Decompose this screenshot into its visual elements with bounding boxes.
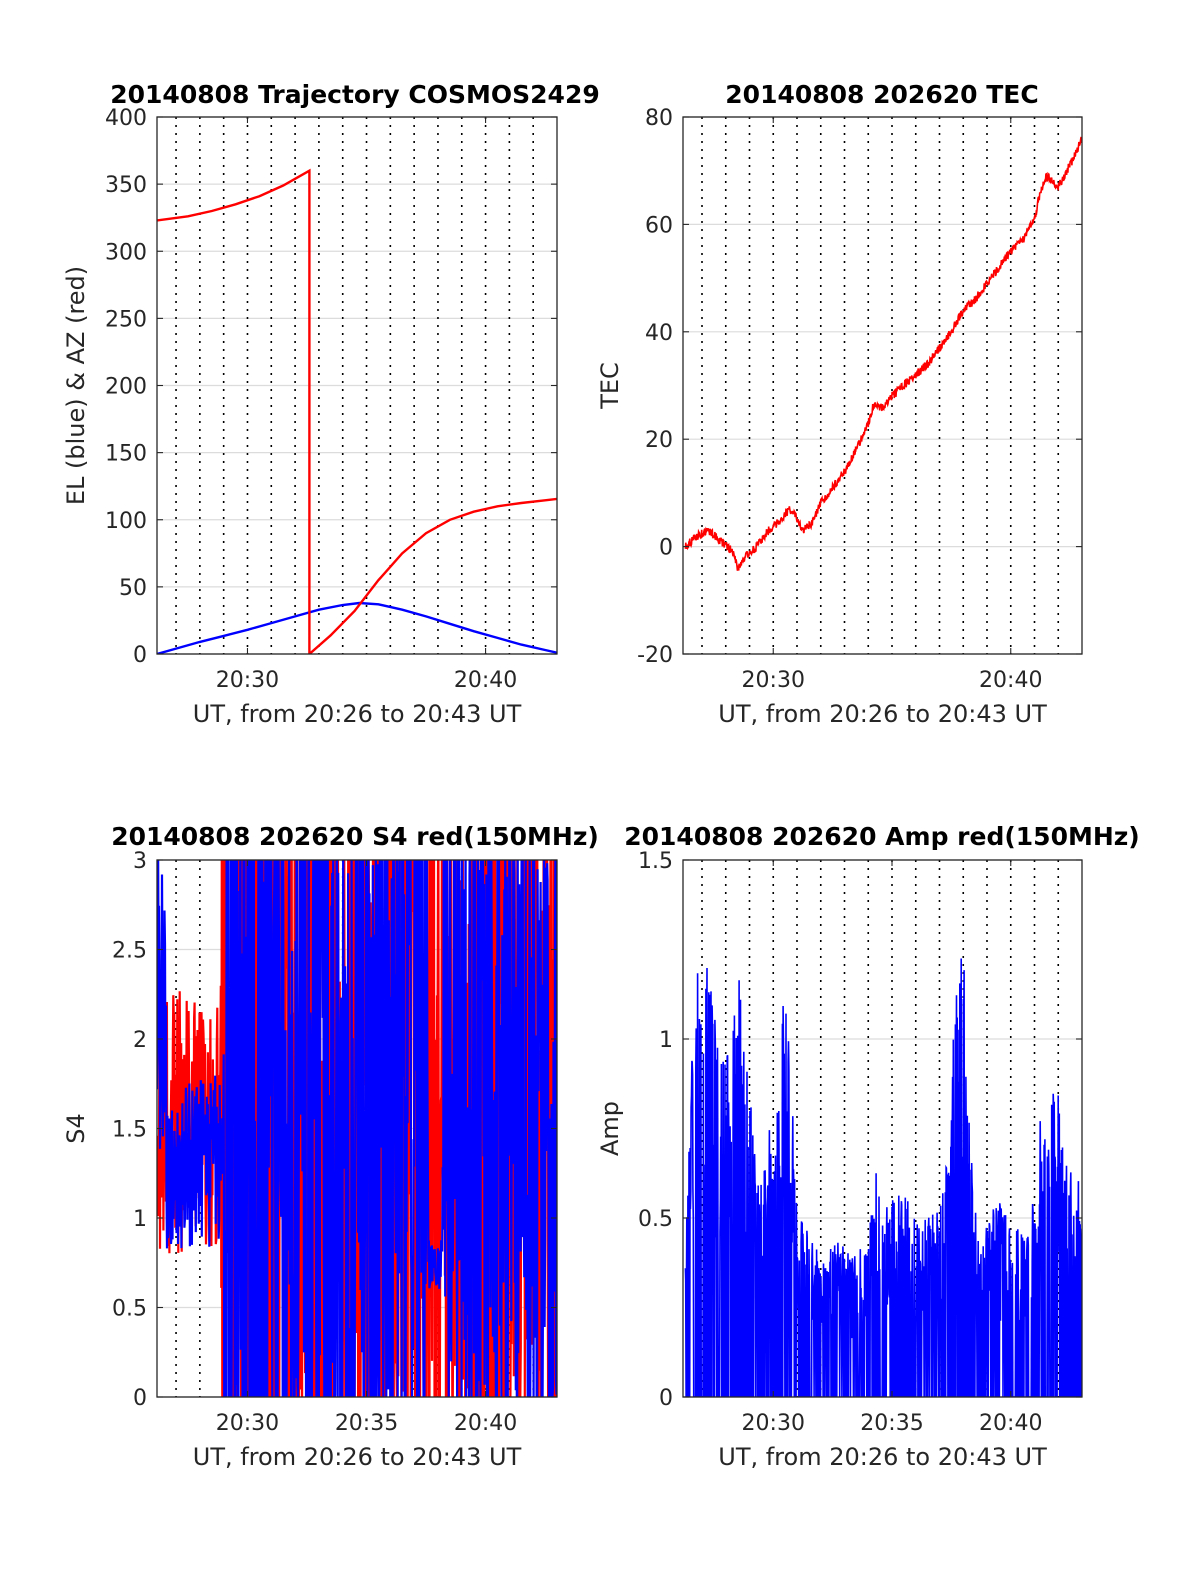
y-tick-label: 80 (645, 106, 673, 131)
x-tick-label: 20:30 (216, 668, 279, 693)
series-line (157, 860, 557, 1397)
y-tick-label: 1.5 (638, 849, 673, 874)
y-tick-label: 250 (105, 307, 147, 332)
plot-area (157, 168, 557, 654)
x-tick-label: 20:40 (979, 1411, 1042, 1436)
y-tick-label: 2 (133, 1028, 147, 1053)
y-tick-label: 1 (133, 1207, 147, 1232)
y-tick-label: 0 (133, 643, 147, 668)
x-axis-label: UT, from 20:26 to 20:43 UT (718, 1443, 1047, 1471)
chart-amp: 0 0.5 1 1.5 20:30 20:35 20:40 20140808 202620 A… (596, 822, 1140, 1471)
y-tick-label: 200 (105, 375, 147, 400)
chart-title: 20140808 202620 TEC (725, 80, 1038, 109)
y-tick-label: 0 (133, 1386, 147, 1411)
plot-area (157, 860, 557, 1397)
chart-trajectory: 0 50 100 150 200 250 300 350 400 20:30 20:40 201408… (62, 80, 600, 728)
y-tick-label: 350 (105, 173, 147, 198)
x-axis-label: UT, from 20:26 to 20:43 UT (193, 1443, 522, 1471)
y-tick-label: 0.5 (638, 1207, 673, 1232)
chart-s4: 0 0.5 1 1.5 2 2.5 3 20:30 20:35 20:40 20140808 202… (62, 822, 599, 1471)
ticks (157, 116, 557, 655)
plot-area (684, 136, 1082, 571)
y-tick-label: 400 (105, 106, 147, 131)
y-tick-label: 300 (105, 240, 147, 265)
series-line (684, 958, 1082, 1397)
series-line (157, 168, 557, 654)
y-axis-label: TEC (596, 362, 624, 410)
y-tick-label: 1.5 (112, 1118, 147, 1143)
x-tick-label: 20:35 (860, 1411, 923, 1436)
ticks (157, 859, 557, 1398)
y-tick-label: -20 (637, 643, 673, 668)
chart-title: 20140808 Trajectory COSMOS2429 (110, 80, 600, 109)
y-tick-label: 60 (645, 213, 673, 238)
y-tick-label: 2.5 (112, 939, 147, 964)
x-axis-label: UT, from 20:26 to 20:43 UT (193, 700, 522, 728)
y-tick-label: 1 (659, 1028, 673, 1053)
y-tick-label: 50 (119, 576, 147, 601)
chart-tec: -20 0 20 40 60 80 20:30 20:40 20140808 202620 TE… (596, 80, 1083, 728)
y-tick-label: 150 (105, 442, 147, 467)
y-tick-label: 0 (659, 1386, 673, 1411)
axes-frame (682, 116, 1083, 655)
x-tick-label: 20:35 (335, 1411, 398, 1436)
y-tick-label: 100 (105, 509, 147, 534)
y-axis-label: Amp (596, 1101, 624, 1156)
y-axis-label: EL (blue) & AZ (red) (62, 266, 90, 505)
chart-title: 20140808 202620 S4 red(150MHz) (111, 822, 599, 851)
y-tick-label: 0.5 (112, 1297, 147, 1322)
x-tick-label: 20:40 (454, 668, 517, 693)
y-tick-label: 3 (133, 849, 147, 874)
ticks (683, 116, 1082, 655)
y-tick-label: 40 (645, 321, 673, 346)
y-tick-label: 0 (659, 536, 673, 561)
x-tick-label: 20:40 (979, 668, 1042, 693)
y-tick-label: 20 (645, 428, 673, 453)
x-tick-label: 20:30 (742, 1411, 805, 1436)
y-axis-label: S4 (62, 1113, 90, 1144)
plot-area (684, 958, 1082, 1397)
axes-frame (682, 859, 1083, 1398)
x-tick-label: 20:30 (742, 668, 805, 693)
ticks (683, 859, 1082, 1398)
x-tick-label: 20:40 (454, 1411, 517, 1436)
x-axis-label: UT, from 20:26 to 20:43 UT (718, 700, 1047, 728)
chart-title: 20140808 202620 Amp red(150MHz) (624, 822, 1140, 851)
x-tick-label: 20:30 (216, 1411, 279, 1436)
series-line (157, 601, 557, 654)
series-line (684, 136, 1082, 571)
